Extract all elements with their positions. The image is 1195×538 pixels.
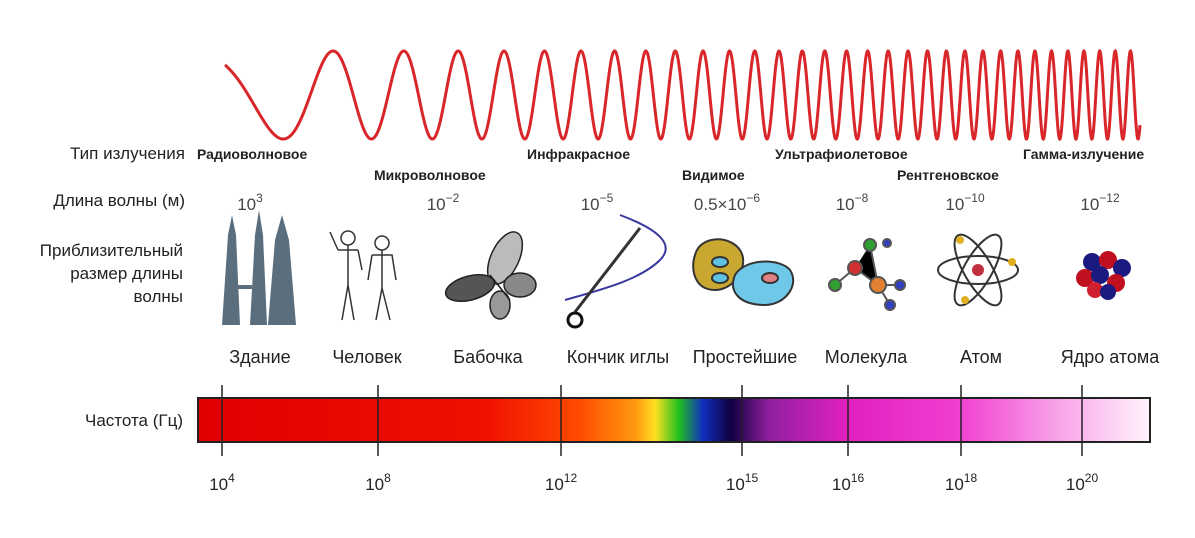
radiation-type: Видимое xyxy=(682,167,745,183)
object-label: Молекула xyxy=(825,347,909,367)
molecule-icon xyxy=(828,238,906,311)
row-label: волны xyxy=(134,287,183,306)
protozoa-icon xyxy=(692,238,795,307)
frequency-label: 1016 xyxy=(832,471,865,494)
row-label: Частота (Гц) xyxy=(85,411,183,430)
wavelength: 10−2 xyxy=(427,191,460,214)
wavelength-base: 10 xyxy=(945,195,964,214)
object-label: Простейшие xyxy=(693,347,798,367)
frequency-label-base: 10 xyxy=(365,475,384,494)
object-label: Здание xyxy=(229,347,290,367)
wavelength-base: 10 xyxy=(1080,195,1099,214)
frequency-label-base: 10 xyxy=(726,475,745,494)
wavelength: 10−5 xyxy=(581,191,614,214)
frequency-label-base: 10 xyxy=(545,475,564,494)
wavelength-exp: −10 xyxy=(964,191,985,205)
object-label: Атом xyxy=(960,347,1002,367)
frequency-label-exp: 8 xyxy=(384,471,391,485)
radiation-type: Инфракрасное xyxy=(527,146,630,162)
nucleus-icon xyxy=(1076,251,1131,300)
wavelength: 10−8 xyxy=(836,191,869,214)
wavelength: 10−12 xyxy=(1080,191,1120,214)
wavelength-exp: −2 xyxy=(446,191,460,205)
radiation-type: Гамма-излучение xyxy=(1023,146,1144,162)
frequency-label-exp: 4 xyxy=(228,471,235,485)
frequency-label-exp: 16 xyxy=(851,471,865,485)
frequency-label: 1012 xyxy=(545,471,578,494)
wavelength: 103 xyxy=(237,191,263,214)
row-label: размер длины xyxy=(70,264,183,283)
human-icon xyxy=(329,230,397,321)
frequency-label: 1018 xyxy=(945,471,978,494)
wavelength-exp: −5 xyxy=(600,191,614,205)
frequency-label-base: 10 xyxy=(1066,475,1085,494)
frequency-label: 108 xyxy=(365,471,391,494)
row-label: Тип излучения xyxy=(70,144,185,163)
radiation-type: Микроволновое xyxy=(374,167,486,183)
frequency-label: 104 xyxy=(209,471,235,494)
needle-icon xyxy=(564,214,667,329)
building-icon xyxy=(222,210,296,325)
atom-icon xyxy=(937,233,1019,307)
object-label: Бабочка xyxy=(453,347,523,367)
frequency-label: 1015 xyxy=(726,471,759,494)
object-label: Кончик иглы xyxy=(567,347,669,367)
frequency-label-exp: 12 xyxy=(564,471,578,485)
row-label: Длина волны (м) xyxy=(53,191,185,210)
butterfly-icon xyxy=(444,231,537,320)
frequency-label-exp: 18 xyxy=(964,471,978,485)
radiation-type: Рентгеновское xyxy=(897,167,999,183)
radiation-type: Радиоволновое xyxy=(197,146,307,162)
frequency-label-base: 10 xyxy=(209,475,228,494)
object-label: Ядро атома xyxy=(1061,347,1161,367)
wavelength-base: 10 xyxy=(581,195,600,214)
radiation-type: Ультрафиолетовое xyxy=(775,146,908,162)
wavelength-base: 10 xyxy=(836,195,855,214)
wavelength-exp: −8 xyxy=(855,191,869,205)
wavelength-base: 10 xyxy=(427,195,446,214)
wave xyxy=(224,48,1142,142)
object-label: Человек xyxy=(332,347,401,367)
frequency-label-exp: 20 xyxy=(1085,471,1099,485)
frequency-label-base: 10 xyxy=(945,475,964,494)
wavelength-base: 10 xyxy=(237,195,256,214)
wavelength-base: 0.5×10 xyxy=(694,195,746,214)
frequency-label-base: 10 xyxy=(832,475,851,494)
frequency-bar xyxy=(197,397,1151,443)
wavelength: 0.5×10−6 xyxy=(694,191,760,214)
frequency-label-exp: 15 xyxy=(745,471,759,485)
frequency-label: 1020 xyxy=(1066,471,1099,494)
wavelength: 10−10 xyxy=(945,191,985,214)
wavelength-exp: −6 xyxy=(746,191,760,205)
wavelength-exp: −12 xyxy=(1099,191,1120,205)
wavelength-exp: 3 xyxy=(256,191,263,205)
row-label: Приблизительный xyxy=(40,241,183,260)
